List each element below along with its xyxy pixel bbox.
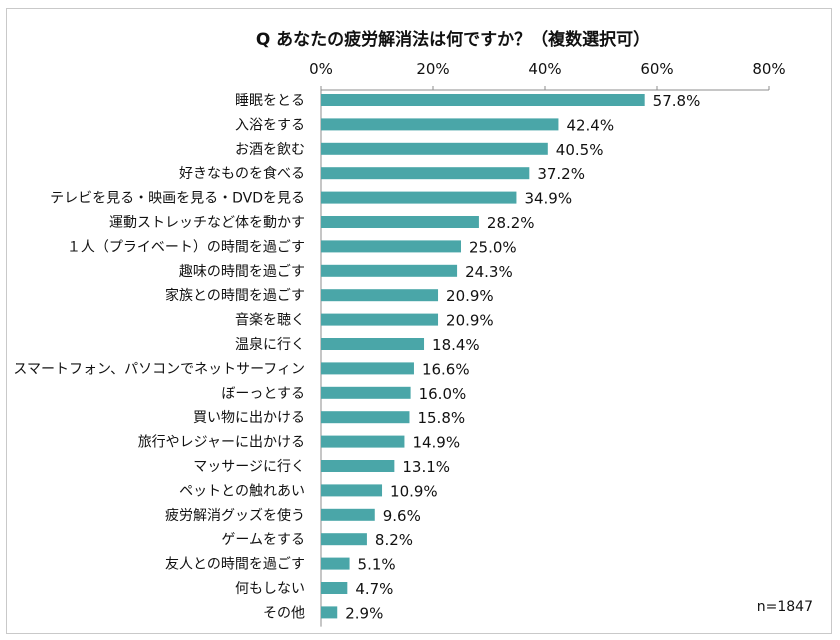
value-label: 9.6% [383,507,421,525]
category-label: 友人との時間を過ごす [165,557,305,573]
bar [321,167,530,180]
category-label: 趣味の時間を過ごす [179,264,305,280]
bar [321,508,375,521]
category-label: 睡眠をとる [235,93,305,109]
bar [321,142,548,155]
category-label: 疲労解消グッズを使う [165,507,305,524]
bar [321,582,348,594]
category-label: １人（プライベート）の時間を過ごす [67,239,305,255]
chart-title: Q あなたの疲労解消法は何ですか？（複数選択可） [256,29,650,50]
sample-size-note: n=1847 [757,599,813,615]
bar [321,435,405,448]
bar [321,386,411,399]
category-label: 買い物に出かける [193,410,305,426]
category-label: 音楽を聴く [235,312,305,329]
category-label: 温泉に行く [235,336,305,353]
tick-label: 60% [640,60,673,78]
value-label: 34.9% [524,190,572,208]
bar [321,362,414,375]
category-label: スマートフォン、パソコンでネットサーフィン [13,361,305,377]
value-axis: 0% 20% 40% 60% 80% [309,60,786,627]
value-label: 40.5% [556,141,604,159]
bar [321,313,439,326]
bar [321,533,367,546]
value-label: 16.6% [422,360,470,378]
value-label: 24.3% [465,263,513,281]
value-label: 37.2% [537,165,585,183]
tick-label: 80% [752,60,785,78]
chart-frame [6,8,832,634]
value-label: 42.4% [566,116,614,134]
category-label: 運動ストレッチなど体を動かす [109,215,305,231]
category-label: 好きなものを食べる [179,165,305,182]
value-label: 20.9% [446,312,494,330]
bar [321,264,458,277]
value-label: 13.1% [402,458,450,476]
category-label: その他 [263,605,305,621]
bar [321,411,410,424]
bar [321,240,461,253]
category-label: 家族との時間を過ごす [165,287,305,304]
category-label: 旅行やレジャーに出かける [138,435,305,451]
category-label: ゲームをする [221,532,305,548]
bar [321,606,338,619]
value-label: 14.9% [412,434,460,452]
category-label: ぼーっとする [221,386,305,402]
bar [321,216,479,228]
category-label: ペットとの触れあい [179,483,305,499]
bar [321,191,517,204]
value-label: 16.0% [419,385,467,403]
category-label: マッサージに行く [193,459,305,475]
category-labels: 睡眠をとる入浴をするお酒を飲む好きなものを食べるテレビを見る・映画を見る・DVD… [13,93,305,621]
bar [321,557,350,570]
tick-label: 40% [528,60,561,78]
bar [321,94,645,106]
value-labels: 57.8% 42.4% 40.5% 37.2% 34.9% 28.2% 25.0% 24.3%… [345,92,700,622]
bar [321,338,425,350]
tick-label: 20% [416,60,449,78]
value-label: 25.0% [469,238,517,256]
bar [321,460,395,472]
bars [321,94,645,619]
category-label: お酒を飲む [235,142,305,158]
bar [321,484,383,497]
value-label: 2.9% [345,604,383,622]
category-label: 何もしない [235,581,305,597]
value-label: 15.8% [417,409,465,427]
category-label: テレビを見る・映画を見る・DVDを見る [50,191,305,207]
value-label: 8.2% [375,531,413,549]
value-label: 57.8% [653,92,701,110]
value-label: 5.1% [358,556,396,574]
value-label: 10.9% [390,482,438,500]
category-label: 入浴をする [235,117,305,133]
value-label: 20.9% [446,287,494,305]
value-label: 28.2% [487,214,535,232]
bar [321,289,439,302]
value-label: 4.7% [355,580,393,598]
value-label: 18.4% [432,336,480,354]
bar [321,118,559,131]
tick-label: 0% [309,60,333,78]
